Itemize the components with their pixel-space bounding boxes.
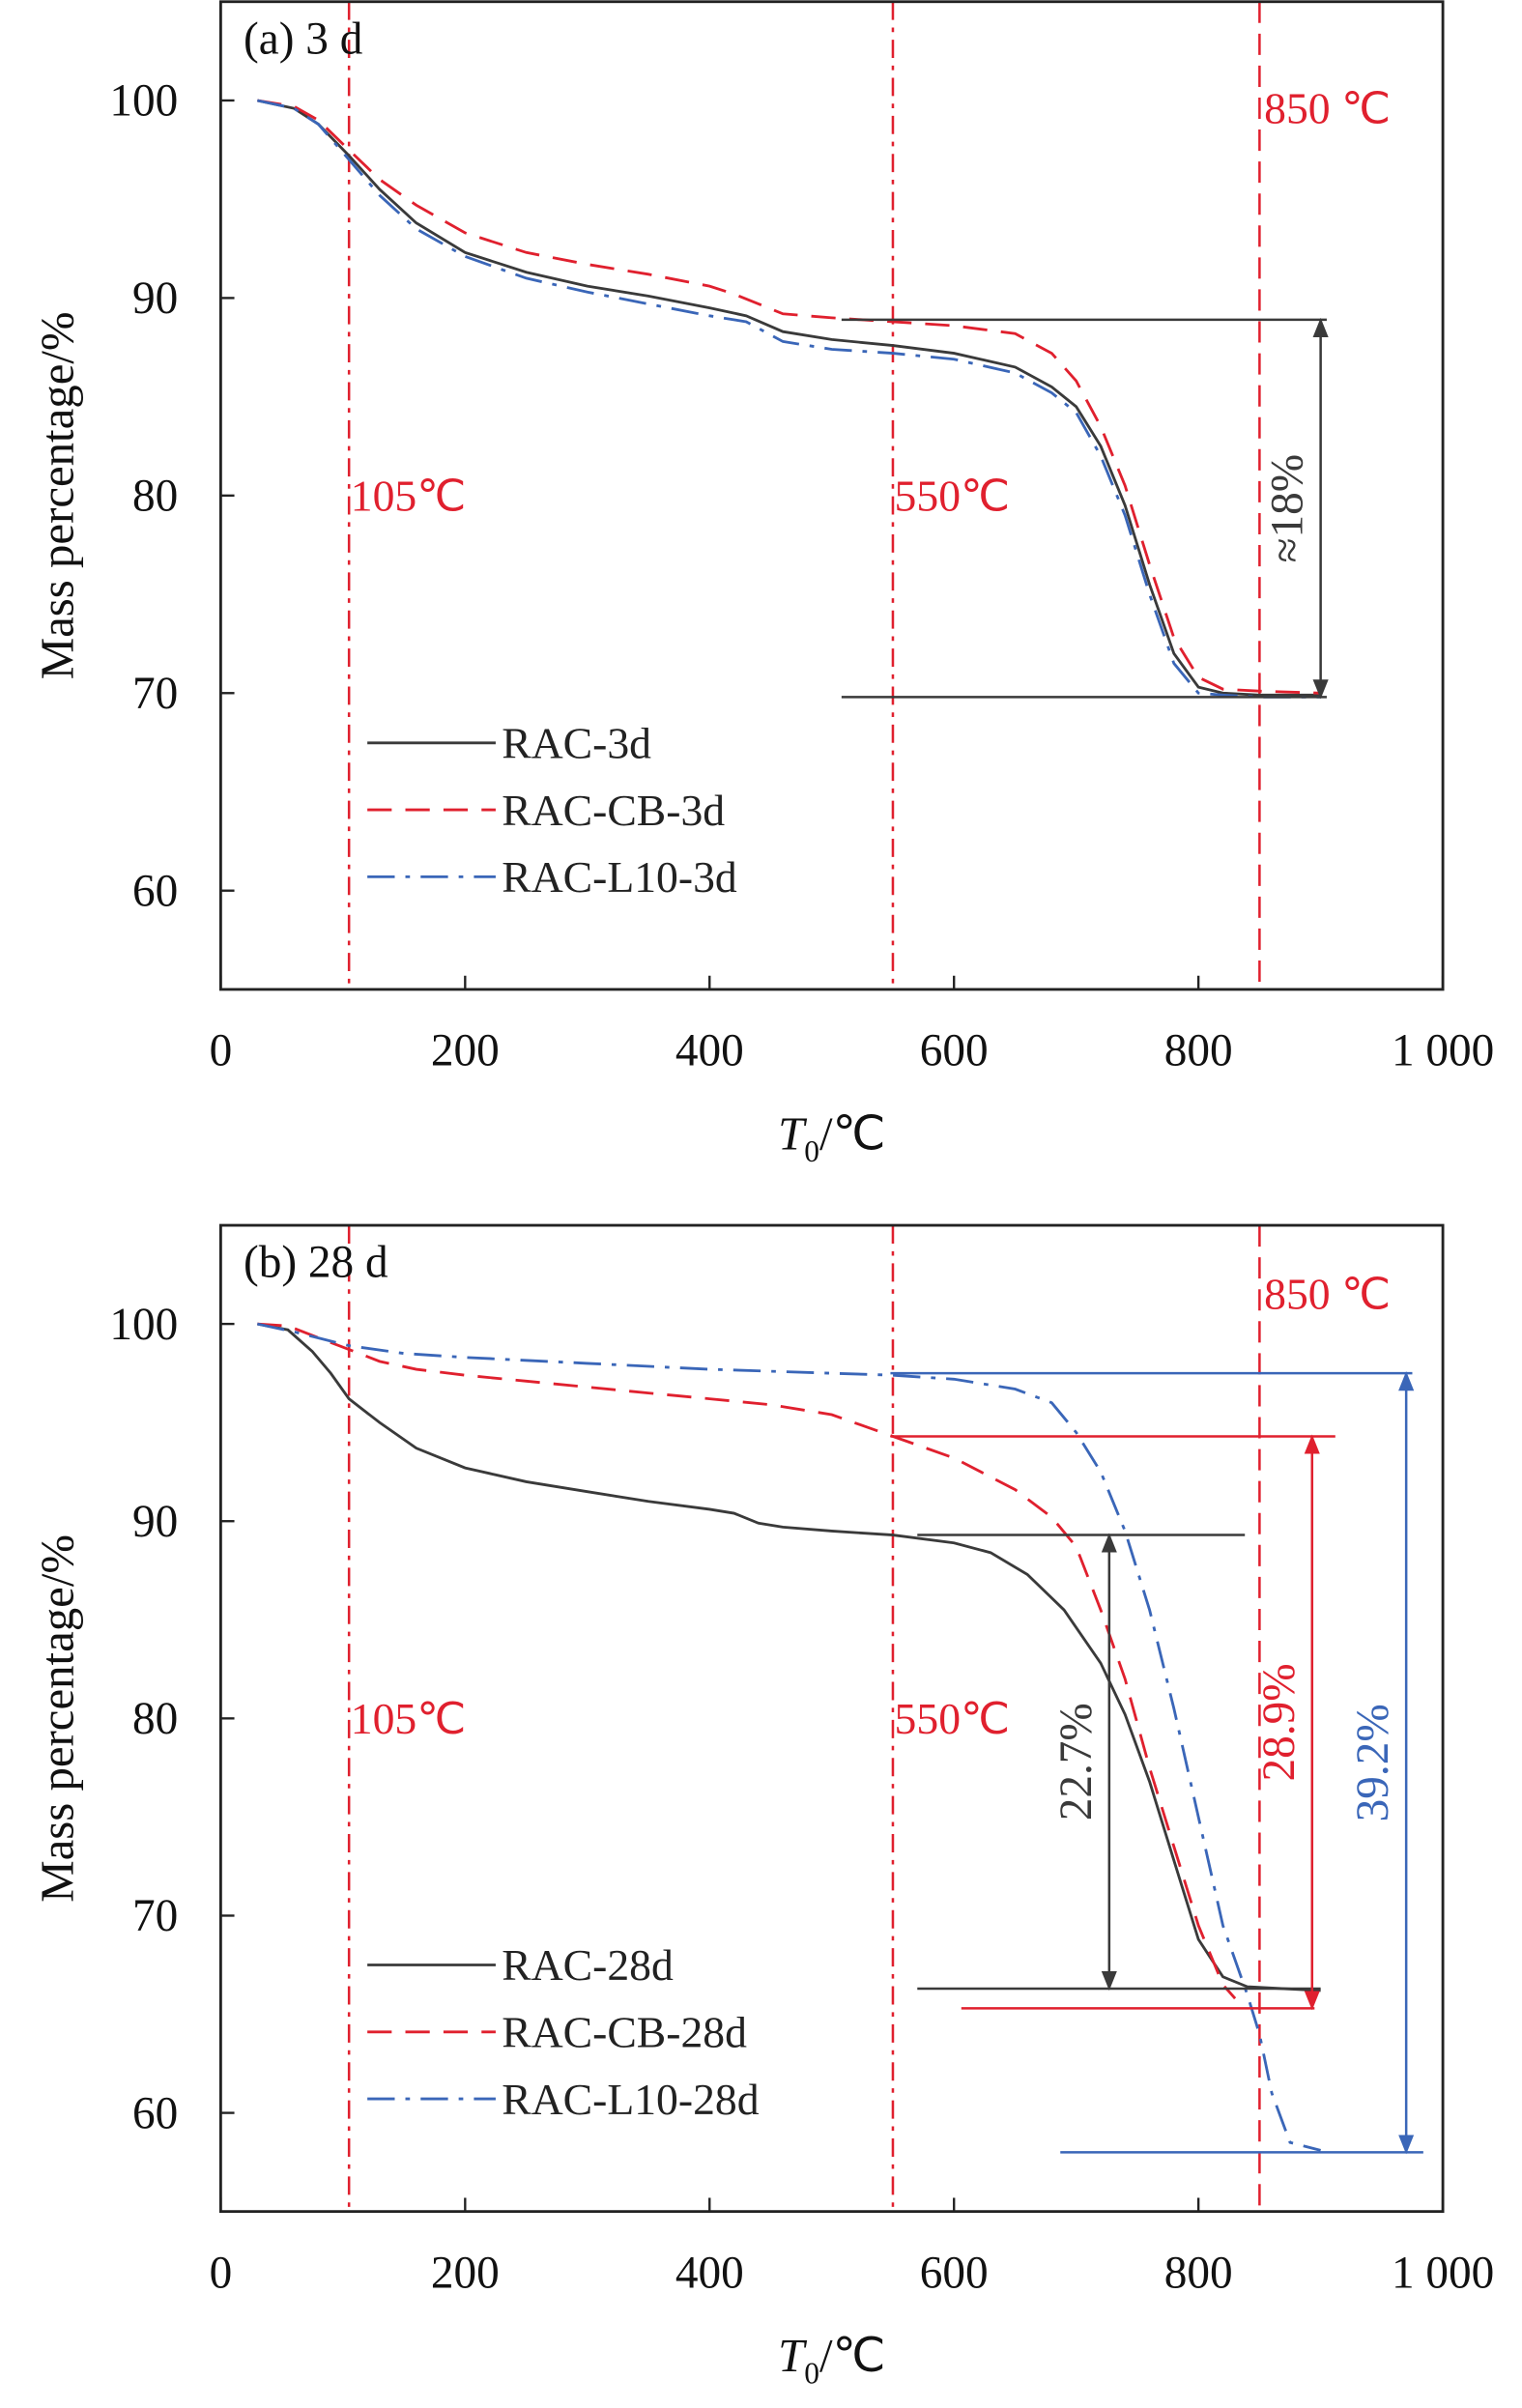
y-tick-label: 90 bbox=[132, 273, 178, 324]
series-line-RAC-28d bbox=[257, 1322, 1321, 1992]
y-tick-label: 70 bbox=[132, 669, 178, 719]
x-axis-label-main: T bbox=[778, 2329, 808, 2382]
annotation-label: 28.9% bbox=[1254, 1663, 1305, 1781]
series-line-RAC-CB-28d bbox=[257, 1322, 1237, 2000]
x-tick-label: 0 bbox=[210, 1026, 233, 1076]
y-axis-label: Mass percentage/% bbox=[31, 311, 84, 679]
series-line-RAC-L10-3d bbox=[257, 99, 1321, 699]
x-axis-label-unit: /℃ bbox=[819, 2329, 885, 2382]
x-tick-label: 600 bbox=[920, 2248, 989, 2298]
y-axis-label: Mass percentage/% bbox=[31, 1534, 84, 1903]
series-line-RAC-CB-3d bbox=[257, 99, 1321, 695]
legend-label: RAC-3d bbox=[502, 719, 651, 768]
y-tick-label: 70 bbox=[132, 1891, 178, 1941]
y-tick-label: 60 bbox=[132, 866, 178, 916]
panel-title: (a) 3 d bbox=[244, 14, 363, 64]
panel-title: (b) 28 d bbox=[244, 1238, 388, 1288]
x-tick-label: 1 000 bbox=[1392, 1026, 1494, 1076]
vline-label: 850 ℃ bbox=[1264, 84, 1391, 133]
x-axis-label: T0/℃ bbox=[778, 1106, 885, 1168]
x-tick-label: 200 bbox=[431, 2248, 500, 2298]
x-tick-label: 400 bbox=[675, 1026, 744, 1076]
x-axis-label-sub: 0 bbox=[804, 1134, 819, 1168]
x-tick-label: 600 bbox=[920, 1026, 989, 1076]
x-tick-label: 800 bbox=[1164, 1026, 1233, 1076]
x-tick-label: 400 bbox=[675, 2248, 744, 2298]
y-tick-label: 80 bbox=[132, 1694, 178, 1744]
annotation-label: 22.7% bbox=[1051, 1703, 1102, 1820]
vline-label: 850 ℃ bbox=[1264, 1270, 1391, 1319]
vline-label: 550℃ bbox=[895, 1694, 1011, 1743]
x-axis-label-sub: 0 bbox=[804, 2357, 819, 2391]
legend-label: RAC-CB-3d bbox=[502, 786, 725, 835]
legend-label: RAC-CB-28d bbox=[502, 2008, 747, 2057]
annotation-label: ≈18% bbox=[1263, 454, 1313, 563]
legend-label: RAC-L10-3d bbox=[502, 852, 737, 902]
x-tick-label: 0 bbox=[210, 2248, 233, 2298]
legend-label: RAC-L10-28d bbox=[502, 2075, 759, 2124]
x-axis-label: T0/℃ bbox=[778, 2329, 885, 2391]
x-axis-label-unit: /℃ bbox=[819, 1106, 885, 1160]
x-tick-label: 200 bbox=[431, 1026, 500, 1076]
panel-a: 105℃ 550℃ 850 ℃ RAC-3d RAC-CB-3d RAC-L10-3d ≈1… bbox=[31, 0, 1494, 1168]
y-tick-label: 100 bbox=[109, 1300, 178, 1350]
x-axis-label-main: T bbox=[778, 1106, 808, 1160]
series-line-RAC-L10-28d bbox=[257, 1322, 1321, 2152]
y-tick-label: 60 bbox=[132, 2088, 178, 2138]
annotation-label: 39.2% bbox=[1348, 1704, 1398, 1821]
legend-label: RAC-28d bbox=[502, 1940, 674, 1990]
y-tick-label: 80 bbox=[132, 472, 178, 522]
vline-label: 550℃ bbox=[895, 472, 1011, 521]
vline-label: 105℃ bbox=[351, 1694, 467, 1743]
y-tick-label: 90 bbox=[132, 1497, 178, 1547]
vline-label: 105℃ bbox=[351, 472, 467, 521]
x-tick-label: 800 bbox=[1164, 2248, 1233, 2298]
x-tick-label: 1 000 bbox=[1392, 2248, 1494, 2298]
panel-b: 105℃ 550℃ 850 ℃ RAC-28d RAC-CB-28d RAC-L10-28… bbox=[31, 1223, 1494, 2391]
y-tick-label: 100 bbox=[109, 76, 178, 127]
series-line-RAC-3d bbox=[257, 99, 1321, 697]
